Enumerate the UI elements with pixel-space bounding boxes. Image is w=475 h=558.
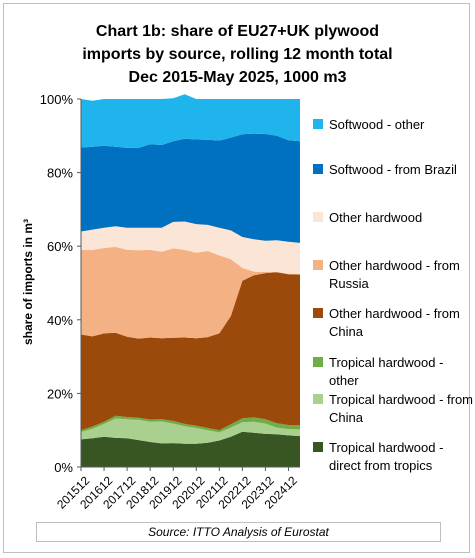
area-series-1 [81,431,300,467]
source-note: Source: ITTO Analysis of Eurostat [36,522,441,542]
legend-swatch [313,357,323,367]
y-tick-label: 0% [54,460,73,475]
chart-title-line-1: Chart 1b: share of EU27+UK plywood [95,23,380,40]
legend-label: Softwood - other [329,117,425,132]
legend-label: Softwood - from Brazil [329,162,457,177]
legend-swatch [313,442,323,452]
area-layers [81,94,300,467]
area-series-6 [81,221,300,275]
legend-swatch [313,119,323,129]
legend-label: Tropical hardwood - from China [329,392,474,425]
y-tick-label: 100% [40,92,74,107]
y-tick-label: 20% [47,386,73,401]
legend-label: Tropical hardwood - other [329,355,444,388]
area-series-5 [81,246,300,339]
legend-swatch [313,164,323,174]
y-axis-title: share of imports in m³ [21,218,35,346]
area-series-8 [81,94,300,148]
chart-title-line-3: Dec 2015-May 2025, 1000 m3 [128,69,347,86]
legend-label: Other hardwood - from China [329,306,460,339]
area-series-4 [81,272,300,431]
y-tick-label: 80% [47,166,73,181]
legend-label: Other hardwood [329,210,423,225]
legend-swatch [313,260,323,270]
area-series-3 [81,415,300,433]
legend-label: Tropical hardwood - direct from tropics [329,440,444,473]
legend-swatch [313,394,323,404]
legend-swatch [313,212,323,222]
legend-swatch [313,308,323,318]
area-series-2 [81,418,300,444]
axes: 0%20%40%60%80%100%2015122016122017122018… [40,92,300,512]
y-tick-label: 60% [47,239,73,254]
chart-frame [3,3,470,553]
legend-label: Other hardwood - from Russia [329,258,460,291]
y-tick-label: 40% [47,313,73,328]
area-series-7 [81,133,300,243]
chart-title: Chart 1b: share of EU27+UK plywood impor… [10,20,465,89]
chart-title-line-2: imports by source, rolling 12 month tota… [82,46,393,63]
